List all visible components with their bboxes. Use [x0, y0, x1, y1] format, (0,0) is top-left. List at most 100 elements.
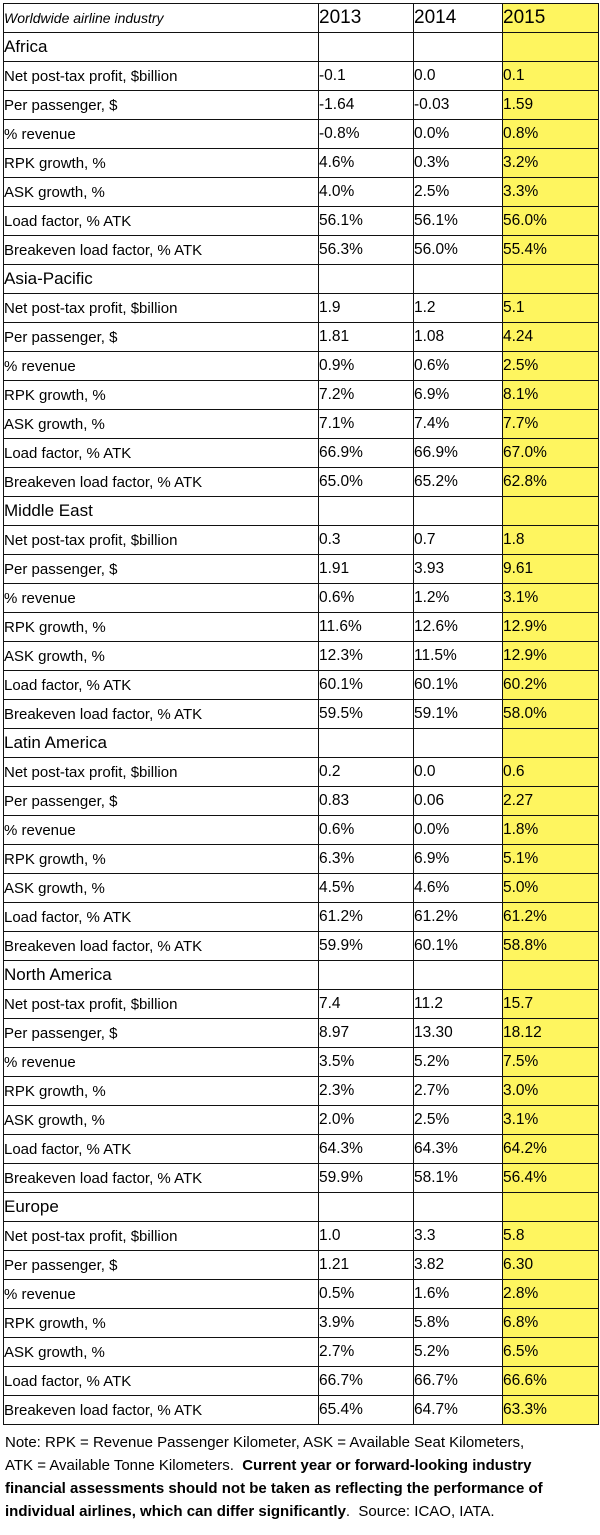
metric-label: Net post-tax profit, $billion — [3, 1221, 319, 1251]
empty-cell — [502, 728, 599, 758]
metric-row: Breakeven load factor, % ATK 59.5% 59.1% 58… — [3, 699, 599, 729]
region-name: Europe — [3, 1192, 319, 1222]
metric-row: % revenue 0.5% 1.6% 2.8% — [3, 1279, 599, 1309]
value-cell-2014: 56.1% — [413, 206, 503, 236]
metric-row: Net post-tax profit, $billion 7.4 11.2 15.7 — [3, 989, 599, 1019]
value-cell-2014: 0.7 — [413, 525, 503, 555]
value-cell-2013: 7.4 — [318, 989, 414, 1019]
metric-row: Per passenger, $0.83 0.06 2.27 — [3, 786, 599, 816]
value-cell-2015: 3.3% — [502, 177, 599, 207]
value-cell-2014: -0.03 — [413, 90, 503, 120]
metric-row: Load factor, % ATK 66.7% 66.7% 66.6% — [3, 1366, 599, 1396]
value-cell-2013: 1.91 — [318, 554, 414, 584]
value-cell-2014: 5.2% — [413, 1337, 503, 1367]
empty-cell — [318, 960, 414, 990]
metric-label: ASK growth, % — [3, 177, 319, 207]
metric-label: ASK growth, % — [3, 1105, 319, 1135]
metric-row: % revenue 3.5% 5.2% 7.5% — [3, 1047, 599, 1077]
region-name: North America — [3, 960, 319, 990]
value-cell-2014: 11.2 — [413, 989, 503, 1019]
metric-row: Per passenger, $1.81 1.08 4.24 — [3, 322, 599, 352]
value-cell-2014: 59.1% — [413, 699, 503, 729]
value-cell-2013: 1.81 — [318, 322, 414, 352]
metric-label: Load factor, % ATK — [3, 1366, 319, 1396]
value-cell-2015: 6.5% — [502, 1337, 599, 1367]
value-cell-2015: 56.0% — [502, 206, 599, 236]
metric-label: Breakeven load factor, % ATK — [3, 931, 319, 961]
value-cell-2015: 5.8 — [502, 1221, 599, 1251]
value-cell-2013: 66.7% — [318, 1366, 414, 1396]
year-header-2013: 2013 — [318, 3, 414, 33]
metric-row: Net post-tax profit, $billion 0.2 0.0 0.6 — [3, 757, 599, 787]
value-cell-2015: 62.8% — [502, 467, 599, 497]
value-cell-2014: 13.30 — [413, 1018, 503, 1048]
empty-cell — [318, 1192, 414, 1222]
value-cell-2013: 59.9% — [318, 1163, 414, 1193]
value-cell-2014: 64.7% — [413, 1395, 503, 1425]
value-cell-2014: 4.6% — [413, 873, 503, 903]
metric-label: Breakeven load factor, % ATK — [3, 467, 319, 497]
metric-label: Per passenger, $ — [3, 90, 319, 120]
value-cell-2015: 2.8% — [502, 1279, 599, 1309]
footnote-bold-text: financial assessments should not be take… — [5, 1480, 543, 1497]
value-cell-2015: 3.1% — [502, 583, 599, 613]
empty-cell — [502, 496, 599, 526]
metric-label: Per passenger, $ — [3, 554, 319, 584]
metric-label: Load factor, % ATK — [3, 438, 319, 468]
footnote-line: individual airlines, which can differ si… — [5, 1500, 596, 1523]
value-cell-2013: 65.4% — [318, 1395, 414, 1425]
empty-cell — [318, 32, 414, 62]
value-cell-2013: 0.6% — [318, 815, 414, 845]
metric-row: Breakeven load factor, % ATK 59.9% 58.1% 56… — [3, 1163, 599, 1193]
value-cell-2014: 5.8% — [413, 1308, 503, 1338]
value-cell-2013: 4.5% — [318, 873, 414, 903]
value-cell-2013: 60.1% — [318, 670, 414, 700]
metric-label: % revenue — [3, 119, 319, 149]
metric-label: ASK growth, % — [3, 873, 319, 903]
value-cell-2013: 1.0 — [318, 1221, 414, 1251]
footnote-line: ATK = Available Tonne Kilometers. Curren… — [5, 1454, 596, 1477]
value-cell-2015: 5.1% — [502, 844, 599, 874]
empty-cell — [413, 496, 503, 526]
metric-row: Breakeven load factor, % ATK 65.0% 65.2% 62… — [3, 467, 599, 497]
value-cell-2015: 56.4% — [502, 1163, 599, 1193]
value-cell-2015: 6.8% — [502, 1308, 599, 1338]
metric-row: % revenue 0.6% 0.0% 1.8% — [3, 815, 599, 845]
region-name: Africa — [3, 32, 319, 62]
value-cell-2014: 65.2% — [413, 467, 503, 497]
header-row: Worldwide airline industry 2013 2014 201… — [3, 3, 599, 33]
footnote-text: Note: RPK = Revenue Passenger Kilometer,… — [5, 1434, 525, 1451]
value-cell-2013: 4.6% — [318, 148, 414, 178]
value-cell-2015: 5.1 — [502, 293, 599, 323]
value-cell-2013: -0.8% — [318, 119, 414, 149]
value-cell-2014: 0.6% — [413, 351, 503, 381]
table-body: Africa Net post-tax profit, $billion -0.1 0… — [3, 32, 599, 1425]
value-cell-2013: -0.1 — [318, 61, 414, 91]
value-cell-2015: 0.6 — [502, 757, 599, 787]
metric-row: ASK growth, % 12.3% 11.5% 12.9% — [3, 641, 599, 671]
value-cell-2015: 7.7% — [502, 409, 599, 439]
value-cell-2015: 58.0% — [502, 699, 599, 729]
value-cell-2014: 1.08 — [413, 322, 503, 352]
section-header-row: Asia-Pacific — [3, 264, 599, 294]
value-cell-2014: 5.2% — [413, 1047, 503, 1077]
section-header-row: North America — [3, 960, 599, 990]
metric-label: % revenue — [3, 815, 319, 845]
metric-row: Load factor, % ATK 60.1% 60.1% 60.2% — [3, 670, 599, 700]
metric-row: Load factor, % ATK 64.3% 64.3% 64.2% — [3, 1134, 599, 1164]
footnote: Note: RPK = Revenue Passenger Kilometer,… — [0, 1431, 600, 1523]
value-cell-2015: 12.9% — [502, 612, 599, 642]
value-cell-2015: 18.12 — [502, 1018, 599, 1048]
value-cell-2015: 1.59 — [502, 90, 599, 120]
value-cell-2013: 0.5% — [318, 1279, 414, 1309]
value-cell-2013: 12.3% — [318, 641, 414, 671]
value-cell-2015: 1.8 — [502, 525, 599, 555]
empty-cell — [318, 728, 414, 758]
value-cell-2013: 0.2 — [318, 757, 414, 787]
value-cell-2014: 11.5% — [413, 641, 503, 671]
value-cell-2013: 6.3% — [318, 844, 414, 874]
value-cell-2013: 11.6% — [318, 612, 414, 642]
value-cell-2013: 0.83 — [318, 786, 414, 816]
region-name: Asia-Pacific — [3, 264, 319, 294]
metric-row: Breakeven load factor, % ATK 65.4% 64.7% 63… — [3, 1395, 599, 1425]
